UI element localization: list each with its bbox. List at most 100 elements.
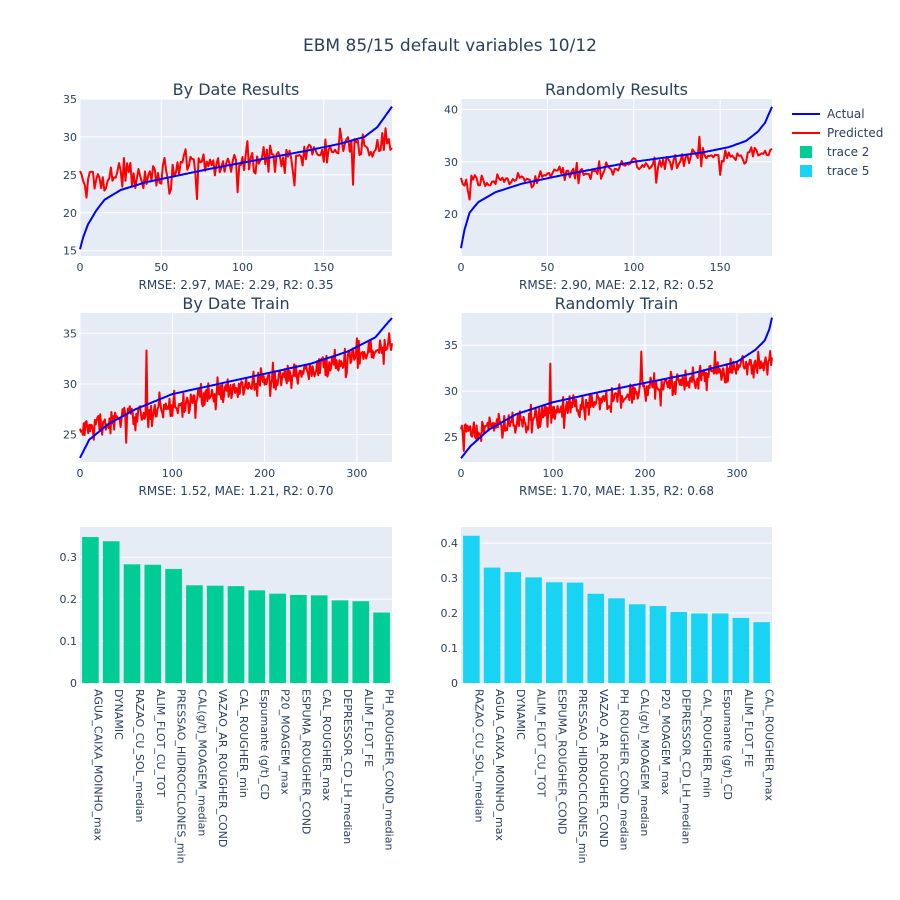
- metrics-annotation: RMSE: 1.70, MAE: 1.35, R2: 0.68: [519, 484, 714, 498]
- bar: [504, 572, 522, 683]
- category-label: CAL_ROUGHER_max: [763, 689, 776, 802]
- legend-actual-label: Actual: [827, 107, 865, 121]
- x-tick-label: 300: [727, 467, 748, 480]
- category-label: ESPUMA_ROUGHER_COND: [555, 689, 568, 834]
- y-tick-label: 25: [444, 431, 458, 444]
- bar: [165, 568, 182, 683]
- y-tick-label: 15: [63, 245, 77, 258]
- metrics-annotation: RMSE: 2.90, MAE: 2.12, R2: 0.52: [519, 278, 714, 292]
- bar: [670, 611, 687, 683]
- y-tick-label: 30: [444, 385, 458, 398]
- bar: [732, 617, 750, 683]
- y-tick-label: 0.1: [441, 642, 459, 655]
- category-label: Espumante (g/t)_CD: [721, 689, 734, 800]
- bar: [587, 593, 605, 683]
- category-label: DYNAMIC: [514, 689, 527, 740]
- y-tick-label: 20: [63, 207, 77, 220]
- y-tick-label: 0.3: [60, 551, 78, 564]
- y-tick-label: 0.3: [441, 572, 459, 585]
- bar: [206, 585, 224, 683]
- plot-area: [461, 313, 772, 462]
- subplot-by-date-results: 0 50 100 150 15 20 25 30 35 By Date Results RMSE: …: [63, 80, 393, 292]
- category-label: PRESSAO_HIDROCICLONES_min: [576, 689, 589, 864]
- category-label: VAZAO_AR_ROUGHER_COND: [597, 689, 610, 847]
- bar: [144, 564, 162, 683]
- x-tick-label: 0: [458, 261, 465, 274]
- y-tick-label: 35: [63, 327, 77, 340]
- y-tick-label: 0.2: [441, 607, 459, 620]
- bar: [546, 582, 563, 683]
- bar: [649, 606, 667, 683]
- x-tick-label: 0: [77, 467, 84, 480]
- bar: [186, 585, 203, 683]
- subplot-title: Randomly Train: [555, 294, 679, 313]
- category-label: ALIM_FLOT_FE: [362, 689, 375, 767]
- legend-item-trace-2[interactable]: trace 2: [800, 145, 869, 159]
- subplot-randomly-results: 0 50 100 150 20 30 40 Randomly Results RMSE: 2.9…: [444, 80, 773, 292]
- category-label: CAL_ROUGHER_max: [320, 689, 333, 802]
- bar: [463, 535, 480, 683]
- category-label: CAL(g/t)_MOAGEM_median: [195, 689, 208, 836]
- category-label: DEPRESSOR_CD_LH_median: [341, 689, 354, 844]
- x-tick-label: 0: [77, 261, 84, 274]
- category-label: P20_MOAGEM_max: [279, 689, 292, 795]
- subplot-randomly-train: 0 100 200 300 25 30 35 Randomly Train RMSE: 1.70…: [444, 294, 773, 498]
- category-label: CAL_ROUGHER_min: [237, 689, 250, 798]
- bar: [753, 622, 770, 683]
- metrics-annotation: RMSE: 1.52, MAE: 1.21, R2: 0.70: [139, 484, 334, 498]
- category-label: DEPRESSOR_CD_LH_median: [680, 689, 693, 844]
- category-label: CAL_ROUGHER_min: [700, 689, 713, 798]
- subplot-title: By Date Train: [182, 294, 289, 313]
- legend-predicted-label: Predicted: [827, 126, 883, 140]
- figure-title: EBM 85/15 default variables 10/12: [303, 36, 597, 56]
- bar: [227, 586, 245, 683]
- category-label: ALIM_FLOT_CU_TOT: [535, 689, 548, 797]
- legend-trace-2-label: trace 2: [827, 145, 869, 159]
- y-tick-label: 0: [451, 677, 458, 690]
- x-tick-label: 0: [458, 467, 465, 480]
- category-label: DYNAMIC: [112, 689, 125, 740]
- category-label: VAZAO_AR_ROUGHER_COND: [216, 689, 229, 847]
- x-tick-label: 50: [154, 261, 168, 274]
- legend-item-trace-5[interactable]: trace 5: [800, 164, 869, 178]
- x-tick-label: 300: [346, 467, 367, 480]
- actual-series-line: [460, 317, 773, 459]
- bar: [352, 601, 370, 683]
- bar: [331, 600, 349, 683]
- x-tick-label: 150: [313, 261, 334, 274]
- legend-item-actual[interactable]: Actual: [792, 107, 865, 121]
- actual-series-line: [79, 317, 393, 459]
- category-label: ALIM_FLOT_CU_TOT: [154, 689, 167, 797]
- category-label: AGUA_CAIXA_MOINHO_max: [493, 689, 506, 841]
- y-tick-label: 0.4: [441, 537, 459, 550]
- category-label: RAZAO_CU_SOL_median: [133, 689, 146, 823]
- subplot-importance-by-date: 0 0.1 0.2 0.3 AGUA_CAIXA_MOINHO_max DYNAMIC RA…: [60, 527, 396, 864]
- bar: [82, 537, 99, 683]
- y-tick-label: 20: [444, 208, 458, 221]
- bar: [691, 613, 708, 683]
- x-tick-label: 150: [710, 261, 731, 274]
- category-label: ALIM_FLOT_FE: [742, 689, 755, 767]
- x-tick-label: 100: [232, 261, 253, 274]
- y-tick-label: 30: [63, 131, 77, 144]
- category-label: P20_MOAGEM_max: [659, 689, 672, 795]
- bar: [269, 593, 286, 683]
- legend-item-predicted[interactable]: Predicted: [792, 126, 883, 140]
- subplot-by-date-train: 0 100 200 300 25 30 35 By Date Train RMSE: 1.52,…: [63, 294, 393, 498]
- x-tick-label: 100: [623, 261, 644, 274]
- x-tick-label: 100: [543, 467, 564, 480]
- y-tick-label: 25: [63, 169, 77, 182]
- bar: [711, 613, 729, 683]
- legend[interactable]: Actual Predicted trace 2 trace 5: [792, 107, 883, 178]
- predicted-series-line: [460, 135, 773, 201]
- subplot-title: Randomly Results: [545, 80, 688, 99]
- y-tick-label: 40: [444, 103, 458, 116]
- category-label: ESPUMA_ROUGHER_COND: [299, 689, 312, 834]
- y-tick-label: 30: [444, 156, 458, 169]
- legend-trace-5-label: trace 5: [827, 164, 869, 178]
- subplot-title: By Date Results: [173, 80, 300, 99]
- bar: [628, 604, 646, 683]
- x-tick-label: 100: [162, 467, 183, 480]
- category-label: PRESSAO_HIDROCICLONES_min: [175, 689, 188, 864]
